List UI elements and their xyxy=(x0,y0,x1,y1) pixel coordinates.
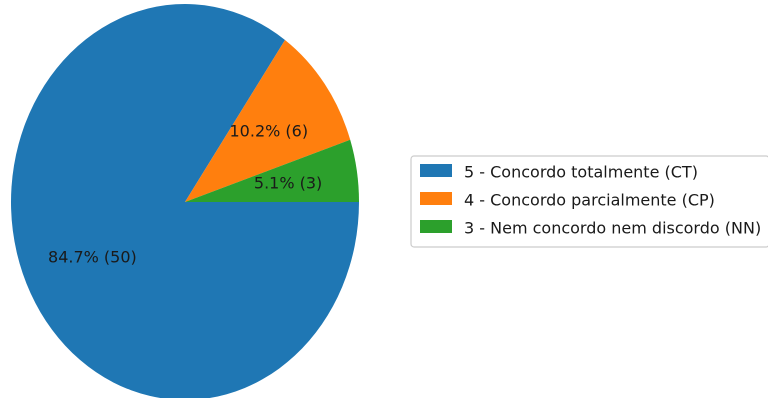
slice-label-2: 10.2% (6) xyxy=(230,122,309,141)
legend-swatch-3 xyxy=(420,220,452,233)
legend-swatch-1 xyxy=(420,164,452,177)
legend-label-2: 4 - Concordo parcialmente (CP) xyxy=(464,191,715,210)
legend-frame xyxy=(410,155,768,248)
slice-label-1: 84.7% (50) xyxy=(48,247,137,266)
legend: 5 - Concordo totalmente (CT) 4 - Concordo… xyxy=(410,155,768,248)
pie-slice-2 xyxy=(185,39,351,203)
legend-swatch-2 xyxy=(420,192,452,205)
legend-label-1: 5 - Concordo totalmente (CT) xyxy=(464,163,698,182)
slice-label-3: 5.1% (3) xyxy=(254,174,322,193)
pie-labels: 84.7% (50) 10.2% (6) 5.1% (3) xyxy=(48,122,322,267)
pie-slice-3 xyxy=(185,139,359,202)
pie-slice-1 xyxy=(10,4,359,401)
pie-slices xyxy=(10,4,359,401)
legend-label-3: 3 - Nem concordo nem discordo (NN) xyxy=(464,219,761,238)
